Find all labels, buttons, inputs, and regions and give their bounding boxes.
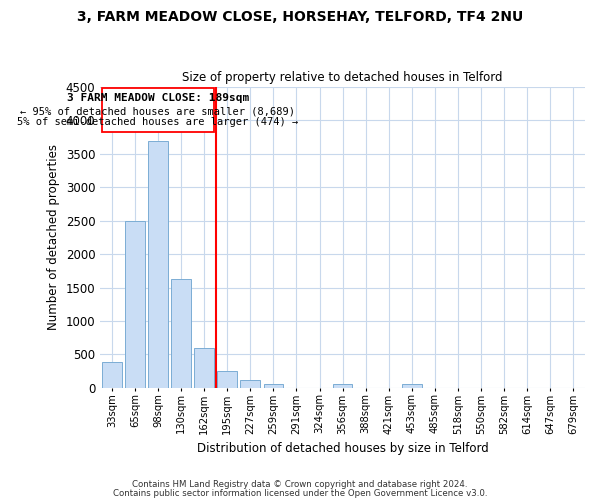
Bar xyxy=(125,220,145,388)
Y-axis label: Number of detached properties: Number of detached properties xyxy=(47,144,60,330)
Bar xyxy=(102,88,214,132)
Bar xyxy=(217,371,237,388)
Bar xyxy=(333,384,352,388)
Text: ← 95% of detached houses are smaller (8,689): ← 95% of detached houses are smaller (8,… xyxy=(20,106,295,116)
Text: 3, FARM MEADOW CLOSE, HORSEHAY, TELFORD, TF4 2NU: 3, FARM MEADOW CLOSE, HORSEHAY, TELFORD,… xyxy=(77,10,523,24)
Title: Size of property relative to detached houses in Telford: Size of property relative to detached ho… xyxy=(182,72,503,85)
Bar xyxy=(194,348,214,388)
Bar xyxy=(241,380,260,388)
Text: 3 FARM MEADOW CLOSE: 189sqm: 3 FARM MEADOW CLOSE: 189sqm xyxy=(67,94,249,104)
X-axis label: Distribution of detached houses by size in Telford: Distribution of detached houses by size … xyxy=(197,442,488,455)
Text: Contains public sector information licensed under the Open Government Licence v3: Contains public sector information licen… xyxy=(113,490,487,498)
Bar xyxy=(402,384,422,388)
Bar xyxy=(263,384,283,388)
Bar xyxy=(148,140,168,388)
Bar xyxy=(102,362,122,388)
Bar xyxy=(171,279,191,388)
Text: 5% of semi-detached houses are larger (474) →: 5% of semi-detached houses are larger (4… xyxy=(17,118,299,128)
Text: Contains HM Land Registry data © Crown copyright and database right 2024.: Contains HM Land Registry data © Crown c… xyxy=(132,480,468,489)
